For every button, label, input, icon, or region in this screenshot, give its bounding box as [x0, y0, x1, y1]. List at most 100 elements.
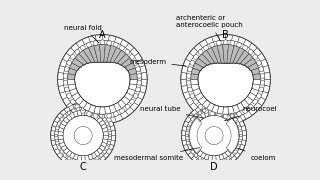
Polygon shape — [140, 86, 147, 93]
Circle shape — [63, 114, 67, 118]
Polygon shape — [193, 88, 201, 96]
Polygon shape — [222, 112, 228, 119]
Polygon shape — [212, 117, 220, 123]
Polygon shape — [201, 117, 210, 129]
Polygon shape — [81, 110, 85, 116]
Circle shape — [57, 122, 61, 125]
Polygon shape — [197, 140, 208, 151]
Circle shape — [191, 150, 194, 154]
Polygon shape — [212, 46, 221, 64]
Circle shape — [63, 154, 67, 157]
Circle shape — [72, 159, 75, 162]
Polygon shape — [59, 123, 66, 129]
Polygon shape — [78, 103, 83, 107]
Polygon shape — [220, 140, 231, 151]
Polygon shape — [88, 154, 93, 160]
Circle shape — [212, 161, 216, 164]
Circle shape — [70, 55, 75, 59]
Polygon shape — [63, 130, 75, 136]
Polygon shape — [73, 163, 79, 168]
Polygon shape — [206, 116, 213, 127]
Circle shape — [75, 50, 80, 54]
Polygon shape — [88, 111, 93, 117]
Circle shape — [256, 93, 261, 98]
Polygon shape — [223, 107, 228, 114]
Polygon shape — [73, 104, 79, 109]
Polygon shape — [66, 102, 75, 111]
Polygon shape — [79, 50, 91, 64]
Polygon shape — [134, 97, 142, 106]
Polygon shape — [100, 45, 105, 62]
Circle shape — [56, 127, 59, 130]
Circle shape — [80, 45, 85, 50]
Circle shape — [55, 136, 58, 140]
Circle shape — [64, 87, 69, 92]
Polygon shape — [228, 148, 234, 154]
Circle shape — [63, 73, 68, 78]
Circle shape — [93, 113, 98, 118]
Polygon shape — [78, 164, 83, 168]
Polygon shape — [195, 107, 201, 112]
Polygon shape — [118, 54, 130, 65]
Circle shape — [188, 87, 192, 92]
Circle shape — [93, 40, 98, 45]
Polygon shape — [237, 148, 243, 155]
Polygon shape — [68, 161, 74, 166]
Circle shape — [198, 111, 202, 114]
Polygon shape — [192, 120, 198, 126]
Polygon shape — [182, 126, 187, 131]
Polygon shape — [66, 150, 72, 157]
Polygon shape — [216, 155, 220, 161]
Polygon shape — [232, 142, 238, 148]
Polygon shape — [227, 45, 234, 64]
Polygon shape — [191, 156, 197, 162]
Polygon shape — [64, 159, 70, 164]
Polygon shape — [68, 74, 75, 79]
Circle shape — [204, 109, 209, 113]
Polygon shape — [197, 114, 203, 121]
Polygon shape — [244, 96, 253, 105]
Polygon shape — [106, 117, 112, 123]
Polygon shape — [69, 112, 75, 119]
Circle shape — [107, 127, 111, 130]
Polygon shape — [110, 126, 115, 131]
Polygon shape — [58, 79, 64, 86]
Polygon shape — [63, 117, 69, 123]
Polygon shape — [64, 138, 76, 146]
Circle shape — [236, 146, 240, 149]
Circle shape — [186, 136, 189, 140]
Polygon shape — [182, 103, 246, 168]
Polygon shape — [191, 84, 199, 91]
Polygon shape — [194, 43, 203, 51]
Circle shape — [75, 104, 80, 109]
Circle shape — [259, 67, 264, 72]
Polygon shape — [233, 48, 245, 64]
Polygon shape — [72, 93, 81, 101]
Polygon shape — [204, 111, 209, 117]
Polygon shape — [227, 159, 233, 164]
Polygon shape — [241, 126, 246, 131]
Circle shape — [203, 159, 206, 162]
Circle shape — [137, 80, 142, 85]
Polygon shape — [75, 62, 130, 107]
Polygon shape — [219, 163, 224, 168]
Polygon shape — [252, 84, 260, 91]
Polygon shape — [82, 114, 90, 122]
Polygon shape — [85, 110, 89, 116]
Polygon shape — [57, 113, 63, 119]
Circle shape — [236, 122, 240, 125]
Polygon shape — [89, 120, 100, 131]
Polygon shape — [189, 139, 195, 144]
Polygon shape — [76, 111, 84, 119]
Circle shape — [243, 109, 248, 113]
Polygon shape — [106, 148, 112, 155]
Polygon shape — [68, 68, 76, 75]
Polygon shape — [125, 43, 134, 51]
Circle shape — [223, 40, 228, 45]
Polygon shape — [88, 104, 93, 109]
Polygon shape — [66, 48, 75, 56]
Polygon shape — [102, 118, 109, 124]
Polygon shape — [75, 144, 82, 155]
Polygon shape — [242, 130, 246, 136]
Circle shape — [70, 99, 75, 104]
